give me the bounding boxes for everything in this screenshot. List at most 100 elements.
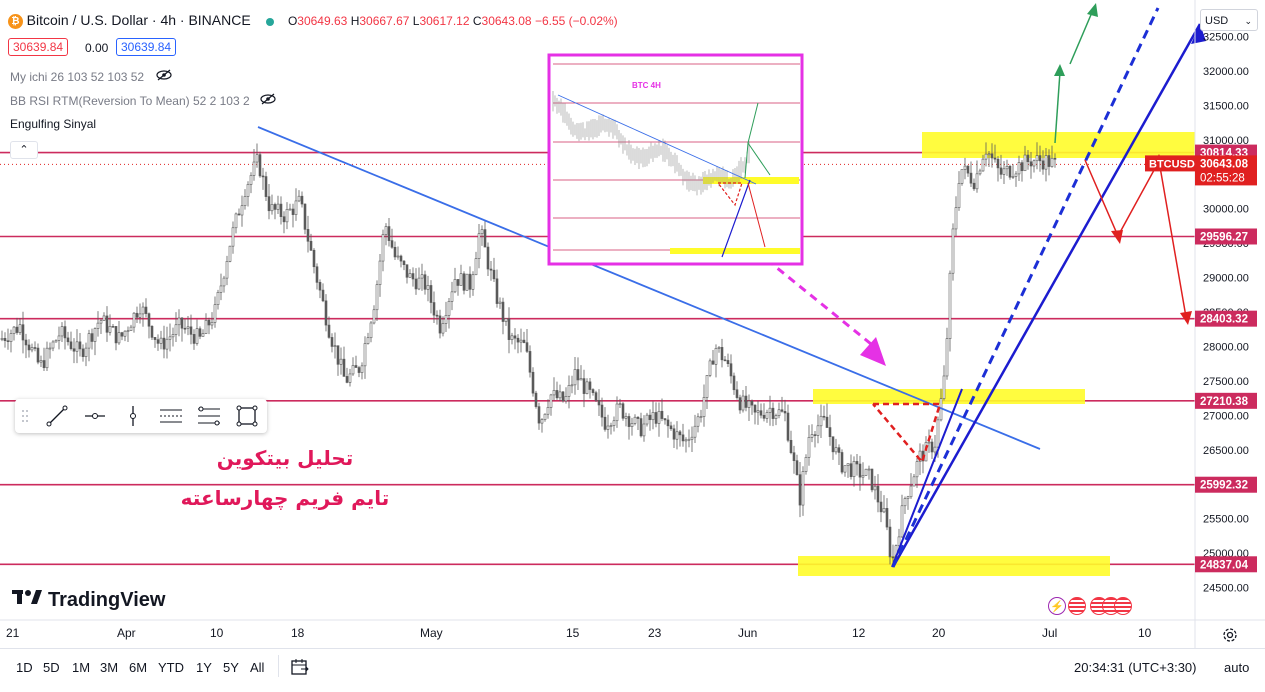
candle-body xyxy=(51,341,55,349)
candle-body xyxy=(429,285,433,303)
tradingview-logo[interactable]: TradingView xyxy=(12,588,165,612)
green-projection[interactable] xyxy=(1069,9,1094,65)
vertical-line-tool-icon[interactable] xyxy=(119,403,147,429)
candle-body xyxy=(774,415,778,419)
candle-body xyxy=(489,268,493,271)
gear-icon[interactable] xyxy=(1221,626,1239,644)
events-markers[interactable]: ⚡ xyxy=(1048,597,1132,615)
resistance-zone[interactable] xyxy=(922,132,1195,158)
candle-body xyxy=(24,339,28,346)
x-tick-label: May xyxy=(420,626,443,640)
range-3m[interactable]: 3M xyxy=(100,660,119,675)
indicator-ichimoku[interactable]: My ichi 26 103 52 103 52 xyxy=(10,69,173,84)
us-flag-icon[interactable] xyxy=(1114,597,1132,615)
candle-body xyxy=(585,381,589,394)
y-tick-label: 30000.00 xyxy=(1203,204,1249,216)
candle-body xyxy=(492,269,496,280)
support-trendline[interactable] xyxy=(891,388,963,568)
level-price-label: 25992.32 xyxy=(1200,480,1248,492)
candle-body xyxy=(555,390,559,399)
candle-body xyxy=(96,322,100,329)
green-projection[interactable] xyxy=(1054,71,1061,144)
range-1d[interactable]: 1D xyxy=(16,660,33,675)
candle-body xyxy=(192,334,196,344)
inset-chart[interactable] xyxy=(547,53,804,266)
candle-body xyxy=(351,365,355,375)
fib-retracement-tool-icon[interactable] xyxy=(195,403,223,429)
candle-body xyxy=(27,344,31,351)
drag-handle-icon[interactable] xyxy=(17,403,33,429)
calendar-range-icon[interactable] xyxy=(290,657,310,682)
candle-body xyxy=(957,183,961,208)
candle-body xyxy=(279,203,283,217)
y-tick-label: 31500.00 xyxy=(1203,100,1249,112)
buy-button[interactable]: 30639.84 xyxy=(116,38,177,56)
candle-body xyxy=(1035,155,1039,162)
candle-body xyxy=(300,195,304,205)
indicator-engulfing[interactable]: Engulfing Sinyal xyxy=(10,117,97,131)
sell-button[interactable]: 30639.84 xyxy=(8,38,69,56)
candle-body xyxy=(462,273,466,291)
candle-body xyxy=(1020,162,1024,172)
candle-body xyxy=(90,333,94,342)
range-1y[interactable]: 1Y xyxy=(196,660,212,675)
candle-body xyxy=(165,338,169,350)
ascending-trendline[interactable] xyxy=(891,23,1202,568)
red-projection[interactable] xyxy=(1084,158,1187,318)
candle-body xyxy=(720,347,724,361)
candle-body xyxy=(267,196,271,212)
lightning-icon[interactable]: ⚡ xyxy=(1048,597,1066,615)
us-flag-icon[interactable] xyxy=(1068,597,1086,615)
auto-scale-toggle[interactable]: auto xyxy=(1224,660,1250,675)
candle-body xyxy=(339,358,343,365)
clock-timezone[interactable]: 20:34:31 (UTC+3:30) xyxy=(1074,660,1197,675)
symbol-header[interactable]: ₿ Bitcoin / U.S. Dollar · 4h · BINANCE O… xyxy=(8,12,618,30)
candle-body xyxy=(297,195,301,202)
candle-body xyxy=(732,375,736,391)
range-5y[interactable]: 5Y xyxy=(223,660,239,675)
candle-body xyxy=(984,153,988,160)
candle-body xyxy=(87,333,91,349)
candle-body xyxy=(762,414,766,419)
current-price-tag xyxy=(1195,155,1257,186)
candle-body xyxy=(819,415,823,427)
indicator-bb-rsi[interactable]: BB RSI RTM(Reversion To Mean) 52 2 103 2 xyxy=(10,93,277,108)
rectangle-tool-icon[interactable] xyxy=(233,403,261,429)
eye-hidden-icon[interactable] xyxy=(155,69,173,84)
candle-body xyxy=(594,392,598,401)
descending-trendline[interactable] xyxy=(257,126,1041,450)
candle-body xyxy=(471,274,475,290)
candle-body xyxy=(981,158,985,172)
candle-body xyxy=(1005,165,1009,170)
breakout-zone[interactable] xyxy=(813,389,1085,404)
candle-body xyxy=(330,337,334,347)
range-ytd[interactable]: YTD xyxy=(158,660,184,675)
candle-body xyxy=(741,395,745,411)
candle-body xyxy=(918,450,922,463)
candle-body xyxy=(834,447,838,453)
trend-line-tool-icon[interactable] xyxy=(43,403,71,429)
inset-title: BTC 4H xyxy=(632,81,661,90)
currency-select[interactable]: USD ⌄ xyxy=(1200,9,1258,31)
projected-channel-line[interactable] xyxy=(891,7,1160,568)
candle-body xyxy=(213,304,217,323)
range-all[interactable]: All xyxy=(250,660,265,675)
candle-body xyxy=(141,306,145,315)
candle-body xyxy=(228,245,232,262)
collapse-indicators-button[interactable]: ⌃ xyxy=(10,141,38,159)
support-zone[interactable] xyxy=(798,556,1110,576)
range-1m[interactable]: 1M xyxy=(72,660,91,675)
candle-body xyxy=(942,375,946,399)
annotation-subtitle: تایم فریم چهارساعته xyxy=(180,486,390,510)
level-price-label: 24837.04 xyxy=(1200,559,1249,571)
candle-body xyxy=(1029,161,1033,167)
triangle-pattern[interactable] xyxy=(872,402,942,465)
range-6m[interactable]: 6M xyxy=(129,660,148,675)
eye-hidden-icon[interactable] xyxy=(259,93,277,108)
x-tick-label: Apr xyxy=(117,626,136,640)
range-5d[interactable]: 5D xyxy=(43,660,60,675)
horizontal-line-tool-icon[interactable] xyxy=(81,403,109,429)
candle-body xyxy=(951,228,955,274)
parallel-channel-tool-icon[interactable] xyxy=(157,403,185,429)
